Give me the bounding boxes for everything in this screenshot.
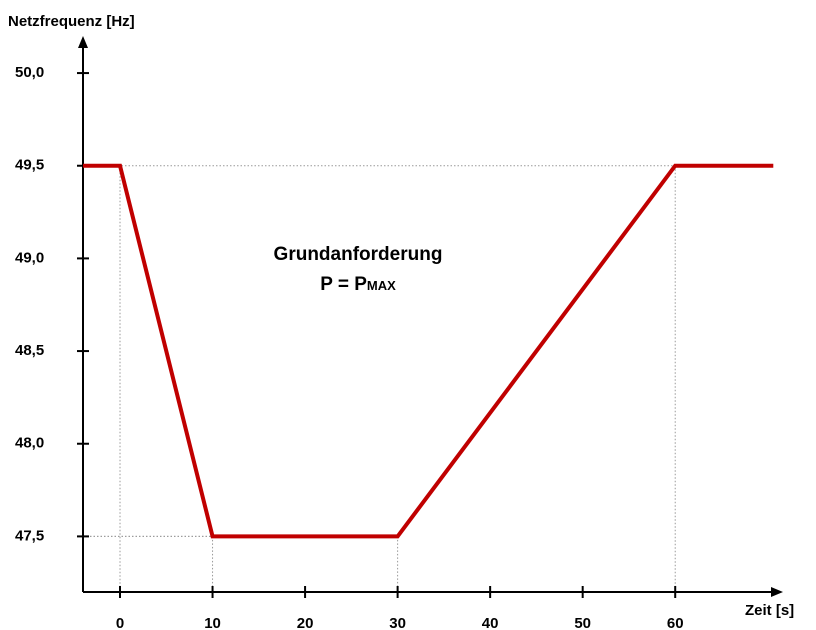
x-tick-label: 40 bbox=[482, 615, 499, 630]
formula: P = P bbox=[320, 274, 367, 295]
x-axis-label: Zeit [s] bbox=[745, 602, 794, 619]
y-axis-arrow bbox=[78, 36, 88, 48]
y-tick-label: 48,5 bbox=[15, 342, 44, 359]
annotation: Grundanforderung bbox=[274, 244, 443, 265]
x-tick-label: 20 bbox=[297, 615, 314, 630]
line bbox=[83, 163, 774, 539]
subscript: MAX bbox=[367, 278, 396, 293]
y-tick-label: 50,0 bbox=[15, 64, 44, 81]
x-axis-arrow bbox=[771, 587, 783, 597]
y-tick-label: 47,5 bbox=[15, 527, 44, 544]
y-tick-label: 49,0 bbox=[15, 249, 44, 266]
x-tick-label: 30 bbox=[389, 615, 406, 630]
y-tick-label: 49,5 bbox=[15, 157, 44, 174]
y-tick-label: 48,0 bbox=[15, 435, 44, 452]
x-tick-label: 50 bbox=[574, 615, 591, 630]
x-tick-label: 0 bbox=[116, 615, 124, 630]
x-tick-label: 60 bbox=[667, 615, 684, 630]
y-axis-label: Netzfrequenz [Hz] bbox=[8, 13, 135, 30]
x-tick-label: 10 bbox=[204, 615, 221, 630]
annotation-formula: P = PMAX bbox=[320, 274, 396, 295]
